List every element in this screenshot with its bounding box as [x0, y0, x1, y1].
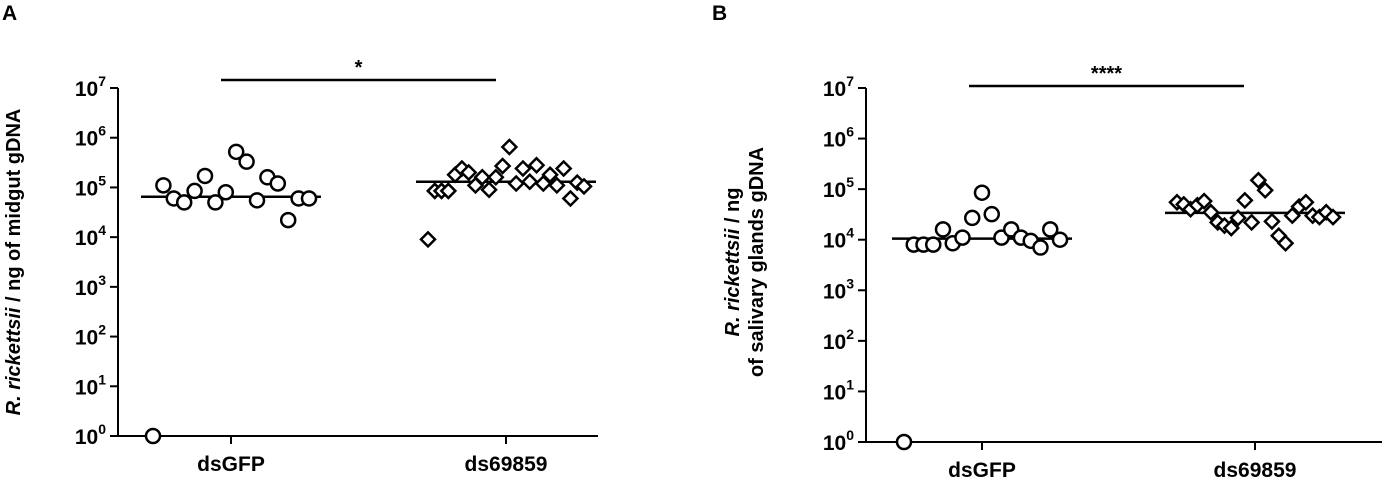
data-point-circle — [895, 433, 913, 451]
data-point-circle — [973, 184, 991, 201]
data-point-diamond — [548, 176, 566, 195]
y-axis-label-italic-a: R. rickettsii — [3, 307, 25, 415]
y-tick-label: 106 — [75, 123, 106, 151]
data-point-diamond — [1229, 209, 1247, 227]
data-point-diamond — [1242, 213, 1261, 232]
y-axis-label-rest-b: / ng — [722, 188, 744, 229]
data-point-diamond — [1276, 234, 1295, 253]
x-tick-label: dsGFP — [948, 459, 1016, 480]
data-point-diamond — [500, 138, 519, 156]
data-point-circle — [196, 167, 214, 185]
data-point-circle — [934, 221, 952, 238]
data-point-diamond — [514, 159, 532, 178]
data-point-diamond — [1249, 171, 1268, 190]
y-axis-label-b-line2: of salivary glands gDNA — [746, 147, 768, 377]
data-point-circle — [954, 229, 971, 246]
y-tick-label: 100 — [823, 427, 854, 455]
data-point-circle — [186, 182, 203, 200]
data-point-diamond — [439, 182, 458, 200]
x-tick-label: dsGFP — [197, 453, 265, 476]
data-point-circle — [238, 153, 255, 170]
data-point-diamond — [1256, 181, 1274, 200]
data-point-diamond — [1263, 212, 1281, 231]
y-tick-label: 101 — [75, 371, 106, 399]
y-tick-label: 104 — [75, 222, 106, 250]
data-point-diamond — [1202, 203, 1220, 221]
data-point-diamond — [527, 156, 546, 174]
data-point-circle — [1051, 231, 1069, 248]
data-point-diamond — [561, 189, 580, 208]
data-point-diamond — [473, 168, 492, 187]
data-point-circle — [248, 192, 266, 209]
y-axis-label-rest-a: / ng of midgut gDNA — [3, 109, 25, 308]
y-tick-label: 107 — [75, 73, 106, 101]
data-point-diamond — [1297, 193, 1315, 212]
y-tick-label: 105 — [75, 172, 106, 200]
data-point-circle — [279, 211, 297, 229]
data-point-diamond — [554, 159, 573, 178]
data-point-diamond — [419, 230, 437, 249]
data-point-circle — [227, 143, 245, 161]
data-point-circle — [1042, 221, 1059, 238]
panel-b: B 100 101 102 103 104 105 106 107 dsGFP ds69859 **… — [712, 2, 1382, 480]
data-point-diamond — [1195, 192, 1213, 210]
data-point-diamond — [493, 157, 512, 175]
y-axis-label-b-line1: R. rickettsii / ng — [722, 188, 744, 337]
y-tick-label: 102 — [75, 322, 106, 350]
y-tick-label: 102 — [823, 326, 854, 354]
x-tick-label: ds69859 — [1214, 459, 1297, 480]
data-point-diamond — [1236, 191, 1254, 210]
data-point-circle — [175, 194, 193, 211]
data-point-diamond — [520, 172, 539, 191]
data-point-diamond — [575, 177, 593, 196]
y-tick-label: 100 — [75, 421, 106, 449]
y-tick-label: 104 — [823, 225, 854, 253]
data-point-circle — [155, 177, 172, 194]
data-point-circle — [217, 183, 235, 201]
data-point-circle — [1032, 239, 1049, 256]
panel-letter-a: A — [2, 2, 17, 25]
significance-label: * — [355, 57, 363, 79]
y-axis-label-a: R. rickettsii / ng of midgut gDNA — [3, 109, 25, 416]
y-tick-label: 105 — [823, 174, 854, 202]
data-point-circle — [983, 205, 1000, 223]
y-tick-label: 106 — [823, 124, 854, 152]
data-point-circle — [269, 175, 287, 192]
data-point-circle — [300, 190, 318, 207]
y-axis-label-italic-b: R. rickettsii — [722, 228, 744, 336]
plot-area-b: 100 101 102 103 104 105 106 107 dsGFP ds69859 **** — [823, 63, 1382, 480]
significance-label: **** — [1091, 63, 1122, 85]
plot-area-a: 100 101 102 103 104 105 106 107 dsGFP ds69859 * — [75, 57, 598, 476]
y-tick-label: 103 — [75, 272, 106, 300]
x-tick-label: ds69859 — [465, 453, 548, 476]
data-point-circle — [207, 194, 224, 211]
data-point-circle — [144, 427, 162, 445]
data-point-circle — [964, 209, 981, 227]
data-point-diamond — [487, 168, 505, 187]
panel-letter-b: B — [712, 2, 727, 25]
data-point-diamond — [1324, 208, 1342, 226]
data-point-diamond — [541, 165, 559, 184]
y-tick-label: 101 — [823, 376, 854, 404]
data-point-diamond — [459, 163, 478, 182]
data-point-diamond — [507, 174, 525, 193]
y-tick-label: 103 — [823, 275, 854, 303]
data-point-diamond — [480, 180, 498, 199]
y-tick-label: 107 — [823, 73, 854, 101]
data-point-circle — [925, 236, 942, 253]
data-point-diamond — [1222, 219, 1241, 237]
